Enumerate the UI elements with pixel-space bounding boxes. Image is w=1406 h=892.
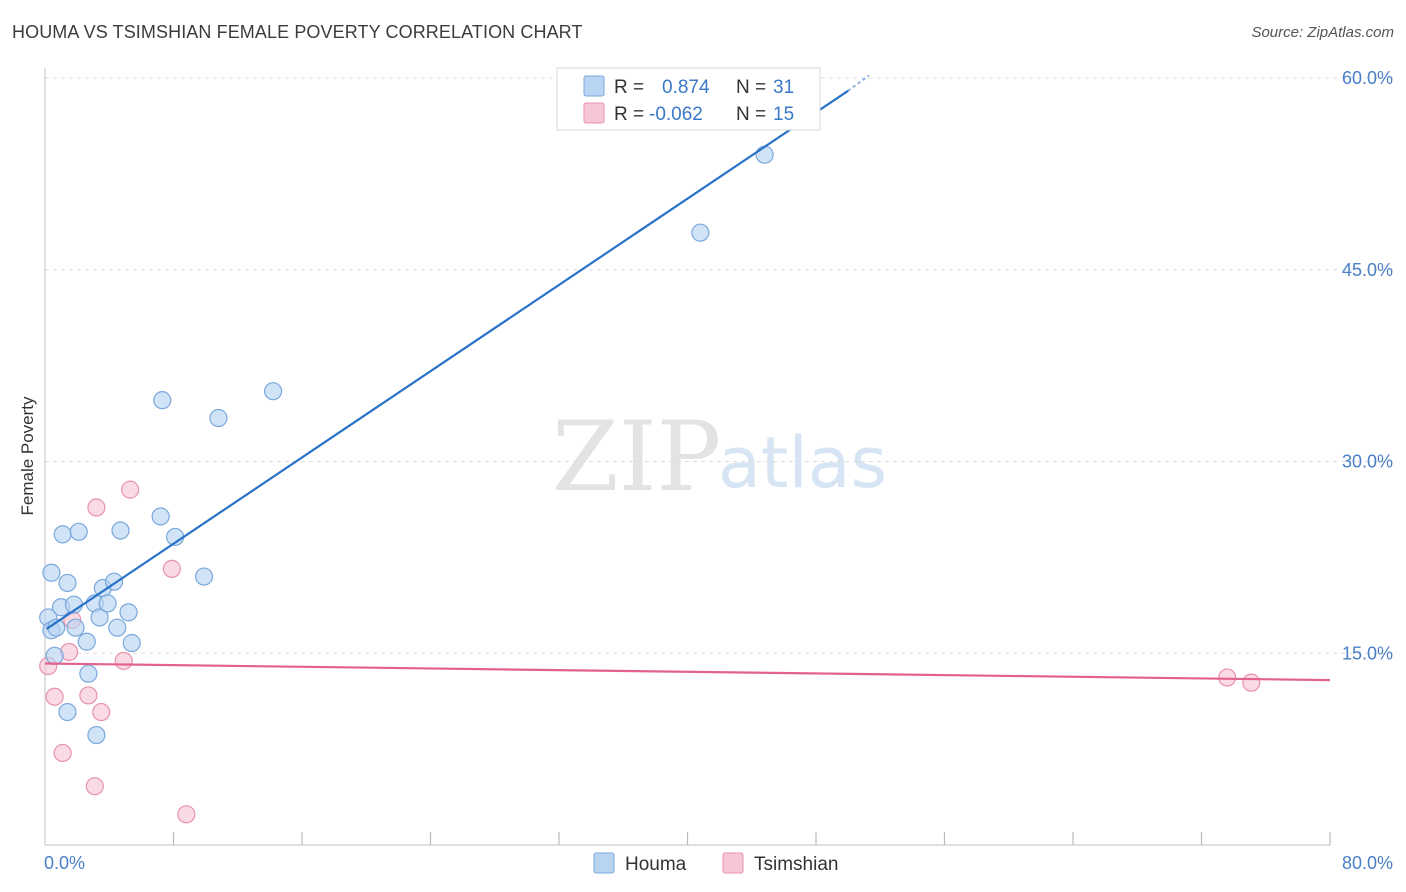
tsimshian-point <box>92 702 111 722</box>
houma-point <box>119 603 138 622</box>
houma-points <box>39 145 774 745</box>
y-tick-label: 45.0% <box>1342 260 1393 280</box>
houma-point <box>53 525 72 544</box>
x-tick-label-max: 80.0% <box>1342 853 1393 873</box>
watermark-atlas: atlas <box>718 422 887 504</box>
houma-trend-extension <box>847 74 870 92</box>
tsimshian-point <box>1218 668 1237 687</box>
tsimshian-point <box>121 480 140 499</box>
series-legend: Houma Tsimshian <box>593 852 838 875</box>
bottom-legend-houma: Houma <box>625 854 687 875</box>
tsimshian-points <box>39 480 1261 824</box>
legend-houma-n-label: N = <box>736 77 766 98</box>
houma-point <box>263 382 283 401</box>
y-axis-tick-labels: 15.0% 30.0% 45.0% 60.0% <box>1342 68 1393 663</box>
tsimshian-trend-line <box>44 662 1331 682</box>
y-tick-label: 15.0% <box>1342 643 1393 663</box>
houma-point <box>90 608 109 627</box>
tsimshian-point <box>87 498 106 517</box>
houma-point <box>691 223 710 242</box>
legend-houma-r-value: 0.874 <box>662 77 710 98</box>
houma-point <box>755 145 774 164</box>
houma-point <box>69 522 88 541</box>
y-axis-label: Female Poverty <box>18 396 37 516</box>
bottom-legend-swatch-tsimshian <box>722 852 744 874</box>
houma-point <box>58 702 77 722</box>
houma-point <box>111 521 130 540</box>
houma-point <box>98 594 117 613</box>
tsimshian-point <box>162 559 181 578</box>
legend-tsimshian-n-value: 15 <box>773 104 794 125</box>
y-tick-label: 60.0% <box>1342 68 1393 88</box>
bottom-legend-tsimshian: Tsimshian <box>754 854 838 875</box>
y-tick-label: 30.0% <box>1342 452 1393 472</box>
x-axis-ticks <box>172 832 1331 845</box>
houma-point <box>58 573 77 593</box>
tsimshian-point <box>1242 673 1261 692</box>
legend-tsimshian-r-label: R = <box>614 104 644 125</box>
houma-point <box>122 633 141 653</box>
x-tick-label-min: 0.0% <box>44 853 85 873</box>
houma-point <box>108 618 127 637</box>
tsimshian-point <box>53 743 72 763</box>
correlation-legend: R = 0.874 N = 31 R = -0.062 N = 15 <box>556 67 821 131</box>
houma-point <box>153 391 172 410</box>
bottom-legend-swatch-houma <box>593 852 615 874</box>
legend-tsimshian-r-value: -0.062 <box>649 104 703 125</box>
gridlines <box>45 77 1395 654</box>
tsimshian-point <box>177 805 196 824</box>
source-credit: Source: ZipAtlas.com <box>1251 24 1394 41</box>
houma-point <box>77 632 96 651</box>
watermark-zip: ZIP <box>552 401 721 513</box>
houma-point <box>194 567 214 586</box>
legend-houma-r-label: R = <box>614 77 644 98</box>
legend-swatch-houma <box>583 75 605 97</box>
houma-point <box>87 725 106 745</box>
trend-lines <box>44 74 1331 682</box>
houma-point <box>42 563 61 582</box>
houma-point <box>151 507 170 526</box>
houma-point <box>66 618 85 637</box>
houma-point <box>209 408 228 428</box>
legend-tsimshian-n-label: N = <box>736 104 766 125</box>
houma-point <box>45 646 64 665</box>
tsimshian-point <box>79 686 98 705</box>
tsimshian-point <box>45 687 64 706</box>
legend-houma-n-value: 31 <box>773 77 794 98</box>
tsimshian-point <box>85 777 104 796</box>
houma-trend-line <box>45 89 849 630</box>
houma-point <box>79 664 98 683</box>
chart-title: HOUMA VS TSIMSHIAN FEMALE POVERTY CORREL… <box>12 22 583 42</box>
tsimshian-point <box>114 651 133 671</box>
legend-swatch-tsimshian <box>583 102 605 124</box>
